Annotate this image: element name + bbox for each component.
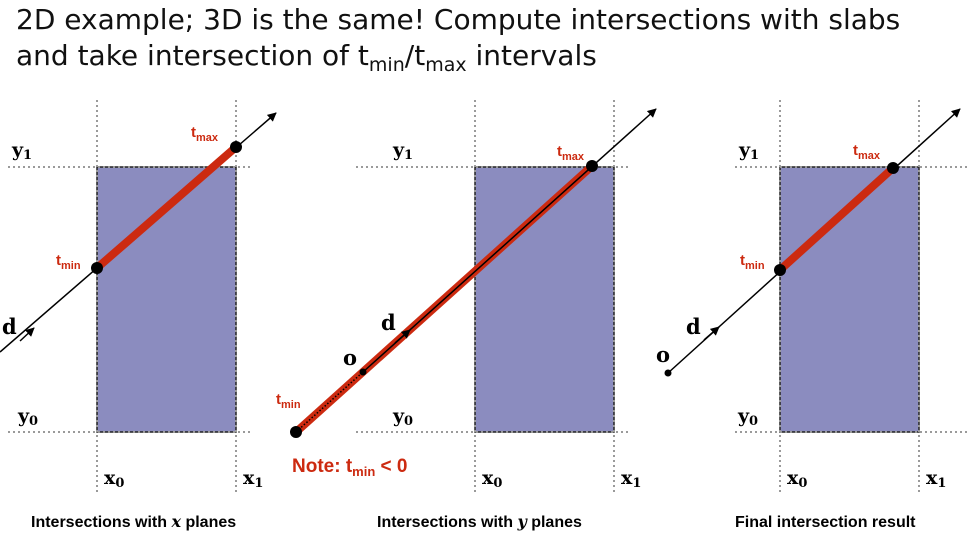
panel-y-planes: tmin tmax y1 y0 x0 x1 d o Note: tmin < 0… xyxy=(276,100,657,531)
x0-label: x0 xyxy=(482,467,502,491)
d-arrow xyxy=(19,327,35,342)
tmax-point xyxy=(230,141,242,153)
caption-y-planes: Intersections with y planes xyxy=(377,512,582,531)
tmax-label: tmax xyxy=(853,142,881,162)
o-label: o xyxy=(656,342,670,367)
panel-final-result: tmin tmax y1 y0 x0 x1 d o Final intersec… xyxy=(656,100,968,531)
x0-label: x0 xyxy=(104,467,124,491)
ray xyxy=(362,108,657,373)
origin-point xyxy=(664,369,672,377)
y1-label: y1 xyxy=(11,139,32,163)
tmin-point xyxy=(774,264,786,276)
tmax-label: tmax xyxy=(191,124,219,144)
y1-label: y1 xyxy=(738,139,759,163)
title-line-2: and take intersection of tmin/tmax inter… xyxy=(16,39,597,76)
d-arrow xyxy=(703,326,720,341)
d-label: d xyxy=(381,310,396,335)
x1-label: x1 xyxy=(926,467,946,491)
d-arrow xyxy=(394,329,411,344)
d-label: d xyxy=(686,314,701,339)
caption-x-planes: Intersections with x planes xyxy=(31,512,236,531)
o-label: o xyxy=(343,345,357,370)
x1-label: x1 xyxy=(621,467,641,491)
tmax-point xyxy=(586,160,598,172)
interval-segment xyxy=(94,143,239,272)
note-tmin-negative: Note: tmin < 0 xyxy=(292,456,408,479)
x0-label: x0 xyxy=(787,467,807,491)
interval-segment xyxy=(777,165,896,273)
x1-label: x1 xyxy=(243,467,263,491)
slide-title: 2D example; 3D is the same! Compute inte… xyxy=(16,2,900,83)
tmin-point xyxy=(91,262,103,274)
d-label: d xyxy=(2,314,17,339)
tmin-point xyxy=(290,426,302,438)
tmin-label: tmin xyxy=(276,391,301,411)
title-line-1: 2D example; 3D is the same! Compute inte… xyxy=(16,3,901,36)
y0-label: y0 xyxy=(17,405,38,429)
origin-point xyxy=(359,368,367,376)
panel-x-planes: tmin tmax y1 y0 x0 x1 d Intersections wi… xyxy=(0,100,277,531)
y1-label: y1 xyxy=(392,139,413,163)
caption-final-result: Final intersection result xyxy=(735,514,916,531)
tmin-label: tmin xyxy=(56,252,81,272)
tmin-label: tmin xyxy=(740,252,765,272)
negative-t-segment xyxy=(295,371,364,433)
tmax-label: tmax xyxy=(557,143,585,163)
y0-label: y0 xyxy=(392,405,413,429)
y0-label: y0 xyxy=(737,405,758,429)
tmax-point xyxy=(887,162,899,174)
